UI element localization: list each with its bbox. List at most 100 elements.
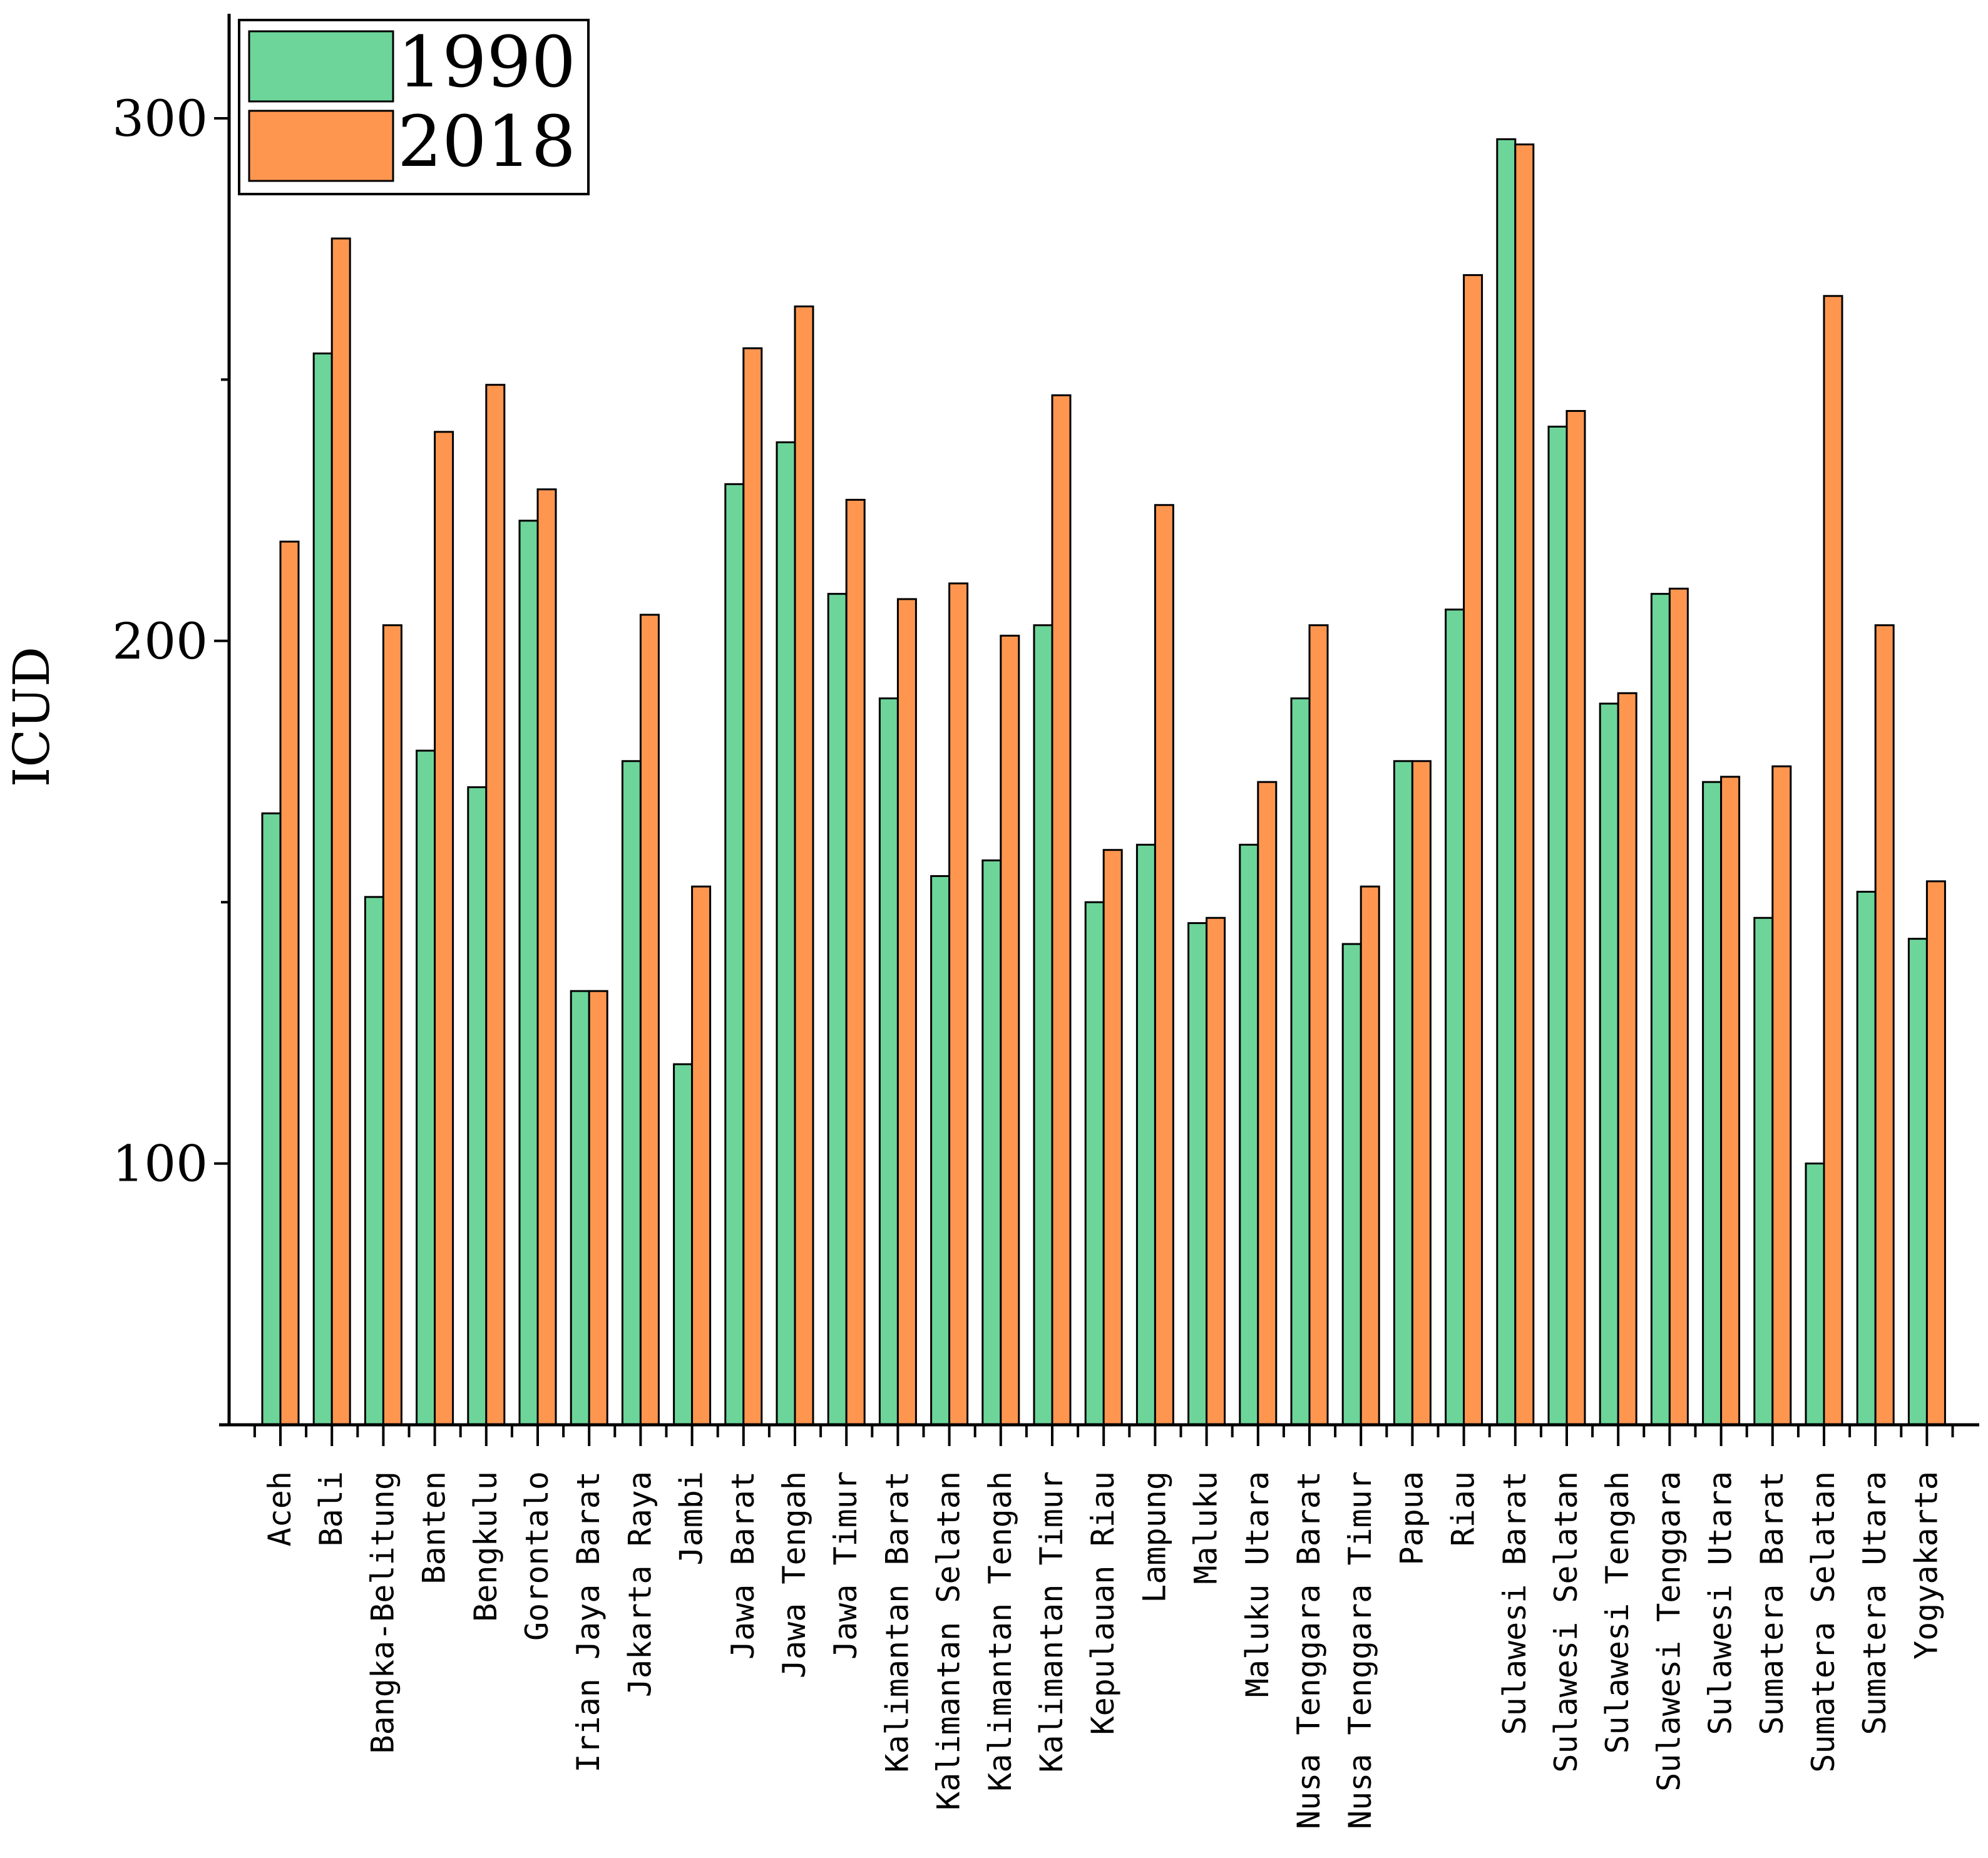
bar-2018-nusa-tenggara-timur [1360,885,1380,1426]
bar-1990-sulawesi-utara [1702,781,1723,1426]
bar-1990-riau [1445,608,1465,1426]
bar-1990-sulawesi-selatan [1547,426,1568,1426]
bar-1990-sumatera-selatan [1805,1163,1825,1426]
bar-2018-kalimantan-tengah [1000,634,1020,1426]
bar-1990-bangka-belitung [364,896,384,1426]
legend-swatch-2018 [248,110,394,182]
bar-1990-jakarta-raya [621,760,642,1426]
bar-2018-banten [434,431,454,1426]
x-tick-label: Jawa Barat [725,1471,761,1660]
bar-2018-nusa-tenggara-barat [1308,624,1329,1426]
x-tick-label: Bali [313,1471,349,1546]
bar-2018-sulawesi-selatan [1565,409,1586,1426]
bar-2018-jawa-timur [845,498,866,1426]
bar-1990-aceh [261,812,282,1426]
x-tick-label: Banten [416,1471,453,1584]
bar-1990-sulawesi-tengah [1599,702,1619,1426]
bar-1990-maluku [1187,922,1208,1426]
bar-2018-sumatera-barat [1771,765,1792,1426]
x-tick-label: Kalimantan Selatan [931,1471,967,1810]
x-tick-label: Papua [1393,1471,1430,1566]
x-tick-label: Kalimantan Tengah [982,1471,1018,1792]
bar-2018-sulawesi-tengah [1617,692,1637,1426]
bar-2018-gorontalo [536,488,557,1426]
bar-2018-irian-jaya-barat [588,990,608,1426]
bar-2018-kalimantan-selatan [948,582,969,1426]
bar-1990-kalimantan-barat [878,697,899,1426]
y-tick-label-100: 100 [112,1135,208,1193]
bar-1990-kalimantan-tengah [981,859,1002,1426]
x-tick-label: Kalimantan Barat [879,1471,915,1773]
x-tick-label: Riau [1445,1471,1482,1546]
bar-1990-sumatera-barat [1753,916,1774,1426]
legend-label-2018: 2018 [397,101,576,183]
bar-1990-kalimantan-selatan [930,875,951,1426]
x-tick-label: Gorontalo [519,1471,555,1641]
bar-2018-kepulauan-riau [1102,849,1123,1426]
bar-2018-jambi [691,885,712,1426]
bar-1990-sumatera-utara [1856,890,1877,1426]
x-tick-label: Maluku Utara [1239,1471,1276,1697]
bar-2018-jawa-barat [742,347,763,1426]
bar-1990-nusa-tenggara-timur [1341,943,1362,1426]
x-tick-label: Sulawesi Tenggara [1651,1471,1687,1792]
bar-2018-riau [1463,274,1483,1426]
x-tick-label: Jakarta Raya [622,1471,658,1697]
x-tick-label: Lampung [1136,1471,1172,1603]
x-tick-label: Bangka-Belitung [364,1471,401,1754]
x-tick-label: Sulawesi Barat [1497,1471,1533,1735]
x-tick-label: Bengkulu [468,1471,504,1622]
x-tick-label: Sumatera Barat [1754,1471,1790,1735]
bar-1990-jawa-timur [827,593,848,1426]
bar-2018-lampung [1154,504,1174,1426]
y-tick-label-300: 300 [112,90,208,148]
x-tick-label: Jambi [674,1471,710,1566]
bar-1990-gorontalo [518,520,539,1426]
x-tick-label: Sulawesi Utara [1703,1471,1739,1735]
bar-1990-nusa-tenggara-barat [1290,697,1311,1426]
x-tick-label: Sulawesi Tengah [1599,1471,1636,1754]
bar-2018-kalimantan-timur [1051,394,1072,1426]
bar-2018-sumatera-utara [1874,624,1895,1426]
y-tick-label-200: 200 [112,612,208,670]
bar-2018-yogyakarta [1925,880,1946,1426]
x-tick-label: Sumatera Utara [1857,1471,1893,1735]
bar-1990-jawa-tengah [776,441,796,1426]
x-tick-label: Sulawesi Selatan [1548,1471,1584,1773]
bar-2018-sulawesi-utara [1720,776,1741,1426]
bar-1990-irian-jaya-barat [570,990,590,1426]
legend-label-1990: 1990 [397,22,576,103]
bar-2018-maluku-utara [1257,781,1278,1426]
x-tick-label: Irian Jaya Barat [570,1471,607,1773]
bar-1990-lampung [1135,843,1156,1426]
bar-2018-maluku [1206,916,1226,1426]
x-tick-label: Yogyakarta [1908,1471,1944,1660]
bar-2018-jakarta-raya [639,613,660,1426]
bar-1990-sulawesi-tenggara [1650,593,1671,1426]
x-tick-label: Kalimantan Timur [1033,1471,1070,1773]
x-tick-label: Nusa Tenggara Barat [1291,1471,1327,1829]
bars-layer [261,138,1946,1426]
x-tick-label: Nusa Tenggara Timur [1342,1471,1378,1829]
x-tick-label: Aceh [262,1471,298,1546]
bar-2018-kalimantan-barat [896,598,917,1426]
bar-2018-aceh [279,540,300,1426]
bar-1990-bali [312,352,333,1426]
x-tick-label: Jawa Timur [827,1471,864,1660]
x-tick-label: Kepulauan Riau [1085,1471,1121,1735]
bar-2018-jawa-tengah [794,305,814,1426]
bar-2018-sulawesi-barat [1514,143,1535,1426]
legend-swatch-1990 [248,30,394,103]
bar-1990-banten [416,749,436,1426]
bar-2018-papua [1411,760,1432,1426]
bar-1990-kalimantan-timur [1033,624,1053,1426]
bar-1990-bengkulu [467,786,488,1426]
x-tick-label: Jawa Tengah [776,1471,812,1678]
bar-2018-bangka-belitung [382,624,402,1426]
bar-2018-bengkulu [485,384,506,1426]
bar-2018-sulawesi-tenggara [1668,587,1689,1426]
x-tick-label: Maluku [1188,1471,1224,1584]
y-axis-label: ICUD [3,647,61,787]
